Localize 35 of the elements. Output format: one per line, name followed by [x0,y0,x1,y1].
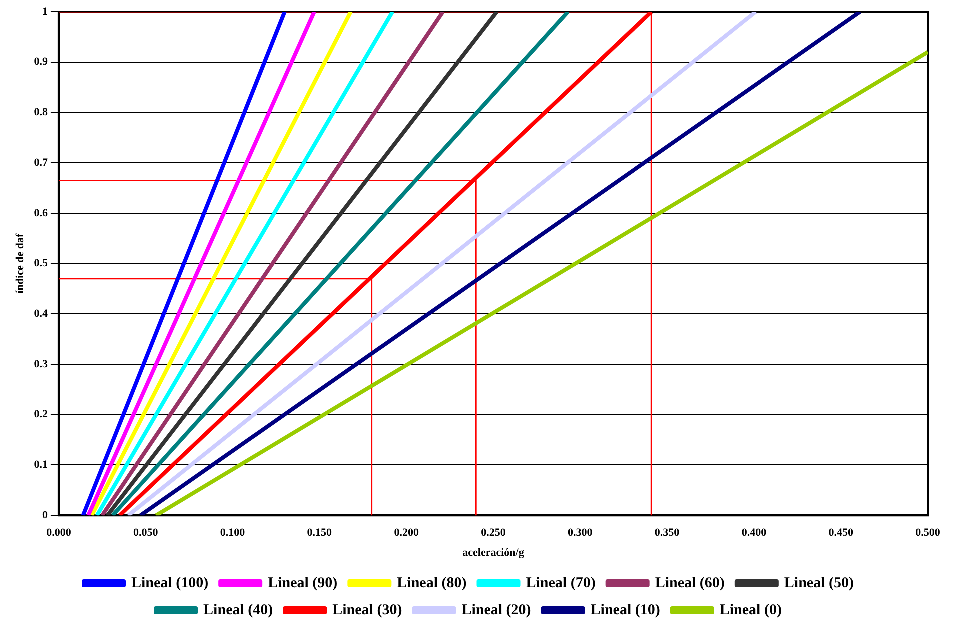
x-tick-label: 0.050 [133,527,159,540]
x-tick-label: 0.100 [220,527,246,540]
x-tick-label: 0.150 [307,527,333,540]
y-tick-label: 0 [42,509,48,522]
legend-label: Lineal (60) [655,575,725,592]
legend-label: Lineal (30) [332,602,402,618]
x-tick-label: 0.400 [742,527,768,540]
x-tick-label: 0.250 [481,527,506,540]
y-tick-label: 0.3 [34,358,48,370]
x-tick-label: 0.000 [46,527,72,540]
legend-label: Lineal (40) [204,602,274,618]
y-tick-label: 0.5 [34,258,48,270]
legend-label: Lineal (50) [784,575,854,592]
y-axis-title: índice de daf [14,234,26,294]
legend-label: Lineal (80) [397,575,467,592]
legend-label: Lineal (90) [268,575,338,592]
x-tick-label: 0.350 [654,527,680,540]
y-tick-label: 0.8 [34,106,48,119]
legend-label: Lineal (100) [132,575,209,592]
y-tick-label: 1 [42,6,48,18]
y-tick-label: 0.2 [34,408,48,421]
x-tick-label: 0.200 [394,527,420,540]
x-axis-title: aceleración/g [462,547,525,560]
x-tick-label: 0.450 [828,527,854,540]
y-tick-label: 0.6 [34,207,48,220]
x-tick-label: 0.300 [568,527,594,540]
legend-label: Lineal (70) [526,575,596,592]
legend-label: Lineal (20) [462,602,532,618]
y-tick-label: 0.1 [34,459,48,472]
x-tick-label: 0.500 [916,527,941,540]
y-tick-label: 0.7 [34,156,48,169]
y-tick-label: 0.4 [34,308,48,320]
legend-label: Lineal (10) [590,602,660,618]
y-tick-label: 0.9 [34,56,48,68]
legend-label: Lineal (0) [720,602,782,618]
